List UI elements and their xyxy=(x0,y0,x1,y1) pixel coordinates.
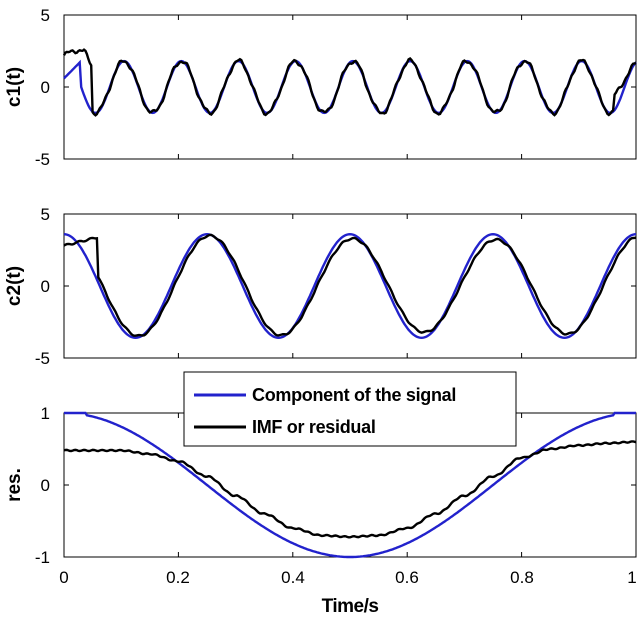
series-line-blue xyxy=(64,411,636,559)
y-axis-label: c1(t) xyxy=(4,67,25,107)
legend: Component of the signal IMF or residual xyxy=(183,371,517,447)
xtick-label: 1 xyxy=(627,568,636,587)
ytick-label: 5 xyxy=(41,205,50,224)
panel-c2: 5 0 -5 c2(t) xyxy=(4,205,637,368)
ytick-label: -5 xyxy=(35,349,50,368)
x-axis-label: Time/s xyxy=(322,596,379,617)
ytick-label: 0 xyxy=(41,476,50,495)
panel-residual: 1 0 -1 res. 0 0.2 0.4 0.6 0.8 1 Time/s C… xyxy=(4,371,637,617)
xtick-label: 0.2 xyxy=(166,568,190,587)
ytick-label: 0 xyxy=(41,277,50,296)
ytick-label: 5 xyxy=(41,6,50,25)
series-line-black xyxy=(63,440,637,539)
series-line-black xyxy=(63,233,637,337)
plot-frame-c1 xyxy=(63,14,637,160)
ytick-label: -5 xyxy=(35,150,50,169)
xtick-label: 0.4 xyxy=(281,568,305,587)
series-line-black xyxy=(62,48,637,117)
series-line-blue xyxy=(63,232,637,340)
ytick-label: -1 xyxy=(35,548,50,567)
xtick-label: 0.8 xyxy=(510,568,534,587)
xtick-label: 0.6 xyxy=(395,568,419,587)
y-axis-label: c2(t) xyxy=(4,266,25,306)
ytick-label: 1 xyxy=(41,404,50,423)
axis-ticks-c1 xyxy=(63,14,637,160)
series-line-blue xyxy=(63,59,637,115)
plot-frame-c2 xyxy=(63,213,637,359)
axis-ticks-c2 xyxy=(63,213,637,359)
panel-c1: 5 0 -5 c1(t) xyxy=(4,6,637,169)
ytick-label: 0 xyxy=(41,78,50,97)
xtick-label: 0 xyxy=(59,568,68,587)
legend-box xyxy=(183,371,517,447)
legend-label: IMF or residual xyxy=(252,417,376,437)
legend-label: Component of the signal xyxy=(252,385,456,405)
y-axis-label: res. xyxy=(4,468,25,502)
